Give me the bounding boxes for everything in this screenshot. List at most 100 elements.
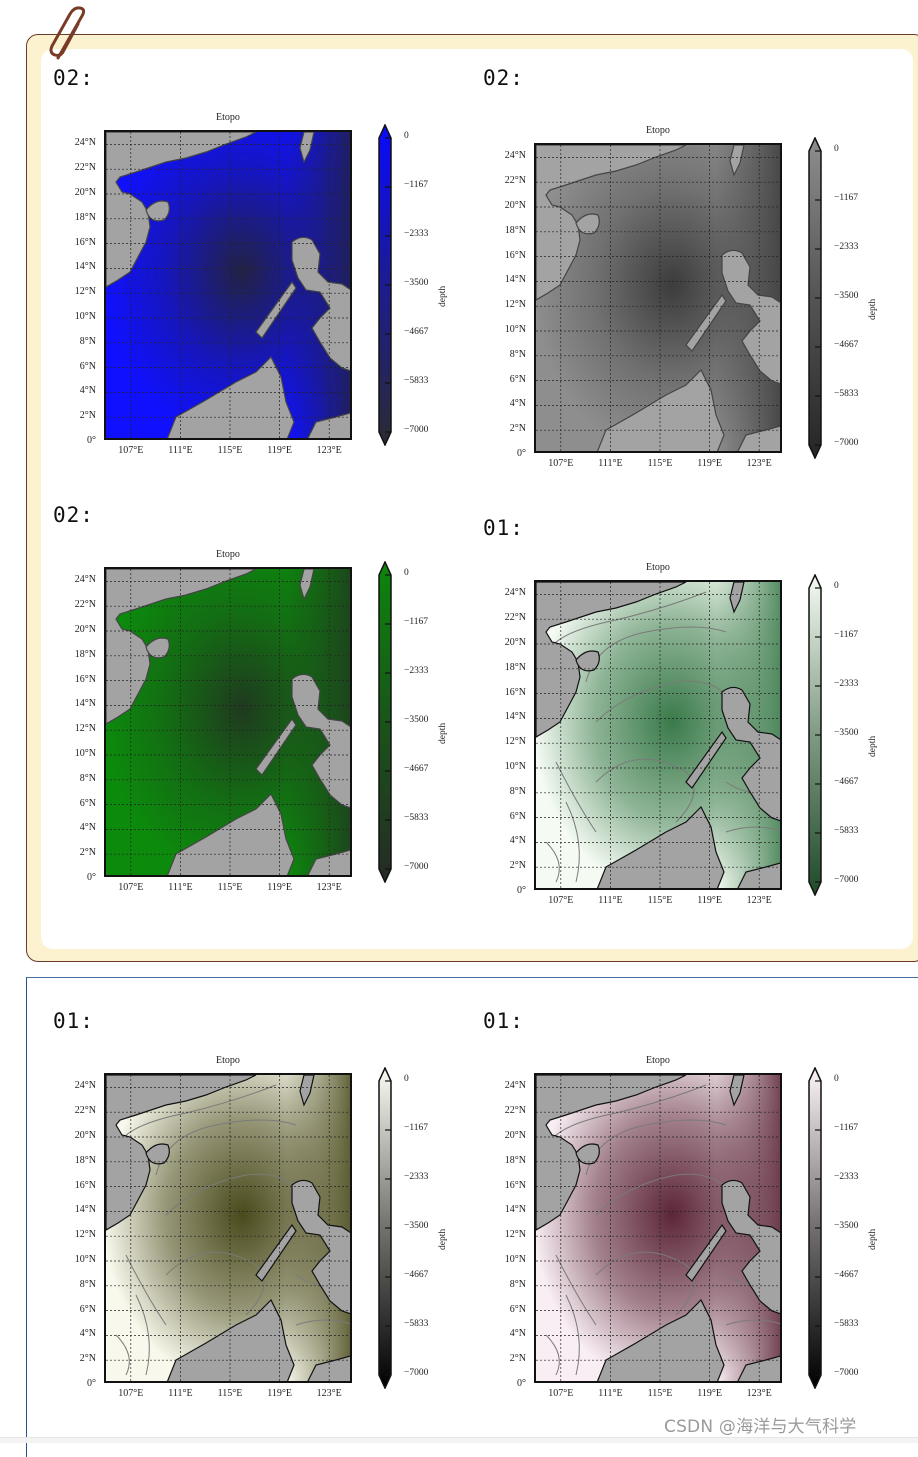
colorbar-tick-label: −5833 [404, 376, 429, 386]
x-tick-label: 115°E [217, 1388, 243, 1399]
x-tick-label: 123°E [316, 445, 342, 456]
panel-label: 01: [483, 1009, 524, 1033]
x-tick-label: 123°E [746, 895, 772, 906]
colorbar-tick-label: 0 [834, 581, 839, 591]
y-tick-label: 18°N [74, 648, 96, 660]
colorbar-tick-label: −5833 [404, 1319, 429, 1329]
y-tick-label: 14°N [504, 1204, 526, 1216]
colorbar-tick-label: −1167 [404, 1123, 429, 1133]
colorbar-title: depth [438, 722, 448, 744]
x-tick-label: 107°E [118, 882, 144, 893]
panel-label: 01: [53, 1009, 94, 1033]
y-tick-label: 12°N [74, 1229, 96, 1241]
x-tick-label: 107°E [118, 1388, 144, 1399]
colorbar-tick-label: −3500 [404, 278, 429, 288]
panel-label: 02: [483, 66, 524, 90]
chart-title: Etopo [646, 562, 670, 573]
colorbar-tick-label: −2333 [404, 1172, 429, 1182]
colorbar [378, 561, 392, 883]
bathymetry-map [534, 143, 782, 453]
y-tick-label: 20°N [504, 637, 526, 648]
y-tick-label: 10°N [504, 1254, 526, 1265]
y-tick-label: 0° [87, 1378, 96, 1389]
bathymetry-map [104, 1073, 352, 1383]
y-tick-label: 10°N [504, 324, 526, 335]
y-tick-label: 18°N [74, 1154, 96, 1166]
panel-label: 01: [483, 516, 524, 540]
y-tick-label: 8°N [79, 335, 96, 347]
bathymetry-map [104, 130, 352, 440]
colorbar-title: depth [868, 298, 878, 320]
colorbar-tick-label: −1167 [404, 617, 429, 627]
y-tick-label: 2°N [79, 847, 96, 859]
y-tick-label: 10°N [504, 761, 526, 772]
paperclip-icon [49, 6, 86, 60]
y-tick-label: 0° [87, 872, 96, 883]
colorbar-tick-label: 0 [834, 1074, 839, 1084]
colorbar-tick-label: −2333 [404, 229, 429, 239]
colorbar-tick-label: −2333 [404, 666, 429, 676]
colorbar-title: depth [868, 735, 878, 757]
x-tick-label: 111°E [168, 1388, 193, 1399]
colorbar-tick-label: −7000 [834, 875, 859, 885]
bathymetry-map [104, 567, 352, 877]
x-tick-label: 107°E [548, 458, 574, 469]
y-tick-label: 6°N [509, 1303, 526, 1315]
chart-panel-greens: Etopo 24°N 22°N 20°N 18°N 16°N 14°N 12°N 10°N 8°… [470, 562, 890, 906]
colorbar-tick-label: −3500 [404, 715, 429, 725]
colorbar-tick-label: −4667 [834, 1270, 859, 1280]
bathymetry-map [534, 580, 782, 890]
panel-label: 02: [53, 66, 94, 90]
y-tick-label: 20°N [504, 1130, 526, 1141]
y-tick-label: 0° [517, 885, 526, 896]
chart-title: Etopo [216, 549, 240, 560]
colorbar-tick-label: −2333 [834, 242, 859, 252]
y-tick-label: 0° [87, 435, 96, 446]
y-tick-label: 16°N [74, 673, 96, 685]
x-tick-label: 123°E [746, 1388, 772, 1399]
y-tick-label: 6°N [509, 373, 526, 385]
colorbar-tick-label: −5833 [834, 1319, 859, 1329]
y-tick-label: 16°N [74, 1179, 96, 1191]
x-tick-label: 107°E [548, 1388, 574, 1399]
y-tick-label: 6°N [79, 1303, 96, 1315]
chart-panel-pink: Etopo 24°N 22°N 20°N 18°N 16°N 14°N 12°N 10°N 8°… [470, 1055, 890, 1399]
y-tick-label: 24°N [74, 137, 96, 149]
y-tick-label: 6°N [509, 810, 526, 822]
content-frame [26, 977, 918, 1457]
y-tick-label: 12°N [74, 723, 96, 735]
colorbar-tick-label: −1167 [834, 193, 859, 203]
chart-panel-olive: Etopo 24°N 22°N 20°N 18°N 16°N 14°N 12°N 10°N 8°… [40, 1055, 460, 1399]
y-tick-label: 2°N [79, 410, 96, 422]
colorbar-tick-label: 0 [834, 144, 839, 154]
y-tick-label: 12°N [504, 299, 526, 311]
y-tick-label: 0° [517, 1378, 526, 1389]
y-tick-label: 12°N [74, 286, 96, 298]
x-tick-label: 115°E [647, 458, 673, 469]
y-tick-label: 22°N [74, 1105, 96, 1117]
y-tick-label: 14°N [74, 698, 96, 710]
colorbar-tick-label: −5833 [834, 389, 859, 399]
x-tick-label: 115°E [647, 1388, 673, 1399]
colorbar-tick-label: −3500 [834, 1221, 859, 1231]
x-tick-label: 111°E [598, 458, 623, 469]
colorbar-tick-label: −3500 [834, 291, 859, 301]
colorbar-tick-label: −4667 [404, 327, 429, 337]
y-tick-label: 4°N [509, 398, 526, 410]
colorbar-tick-label: −3500 [834, 728, 859, 738]
colorbar-tick-label: −7000 [404, 862, 429, 872]
y-tick-label: 14°N [504, 274, 526, 286]
colorbar [808, 137, 822, 459]
colorbar-title: depth [438, 285, 448, 307]
colorbar-tick-label: −2333 [834, 1172, 859, 1182]
footer-bar [0, 1437, 918, 1443]
chart-title: Etopo [216, 1055, 240, 1066]
y-tick-label: 4°N [509, 1328, 526, 1340]
colorbar-tick-label: −7000 [834, 438, 859, 448]
colorbar-tick-label: −4667 [404, 764, 429, 774]
y-tick-label: 6°N [79, 360, 96, 372]
colorbar-tick-label: −4667 [404, 1270, 429, 1280]
colorbar [378, 1067, 392, 1389]
chart-title: Etopo [646, 125, 670, 136]
y-tick-label: 24°N [74, 574, 96, 586]
